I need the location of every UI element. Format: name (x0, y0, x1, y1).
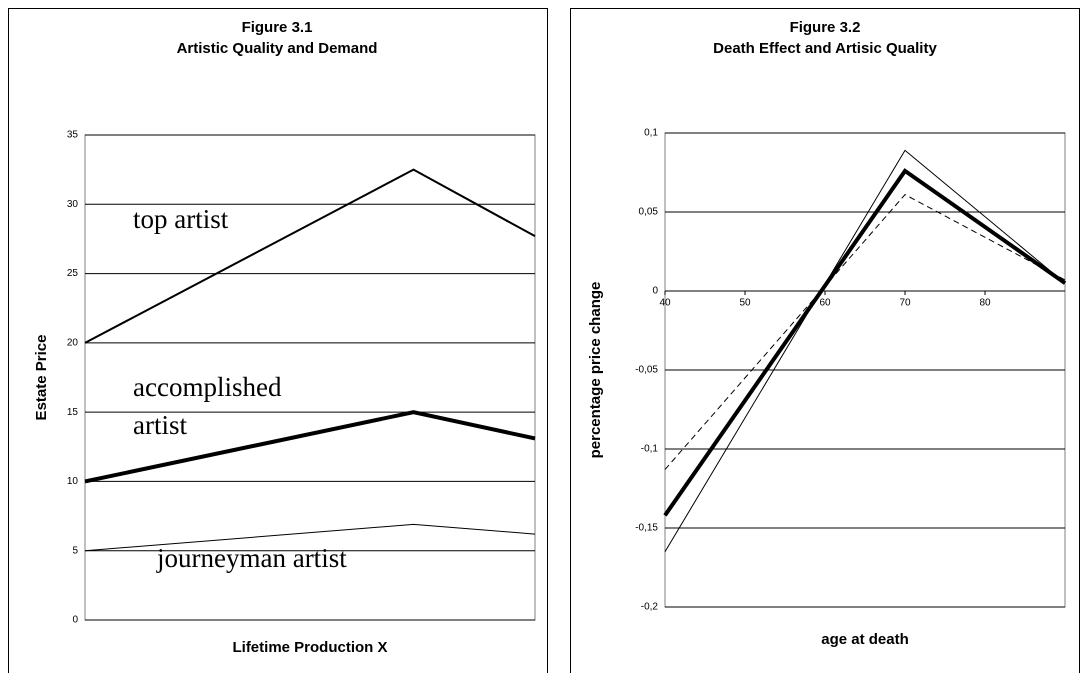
chart-title: Figure 3.1 (242, 19, 313, 36)
y-tick-label: 35 (67, 130, 79, 141)
annotation: journeyman artist (156, 543, 347, 573)
y-tick-label: -0,1 (641, 444, 659, 455)
panel-frame (8, 8, 548, 673)
x-axis-label: Lifetime Production X (232, 639, 387, 656)
chart-subtitle: Artistic Quality and Demand (177, 40, 378, 57)
chart-subtitle: Death Effect and Artisic Quality (713, 40, 937, 57)
y-tick-label: 10 (67, 476, 79, 487)
series-line (663, 168, 1067, 517)
y-tick-label: -0,05 (635, 365, 658, 376)
series-line (664, 149, 1066, 552)
x-axis-label: age at death (821, 631, 909, 648)
y-tick-label: 0 (72, 615, 78, 626)
annotation: artist (133, 410, 187, 440)
annotation: top artist (133, 204, 229, 234)
chart-title: Figure 3.2 (790, 19, 861, 36)
y-axis-label: percentage price change (587, 282, 604, 459)
x-tick-label: 60 (819, 298, 831, 309)
series-line (84, 523, 536, 552)
y-axis-label: Estate Price (33, 335, 50, 421)
y-tick-label: 30 (67, 199, 79, 210)
series-line (84, 410, 536, 484)
annotation: accomplished (133, 372, 282, 402)
y-tick-label: -0,2 (641, 602, 659, 613)
x-tick-label: 70 (899, 298, 911, 309)
x-tick-label: 80 (979, 298, 991, 309)
y-tick-label: 15 (67, 407, 79, 418)
x-tick-label: 40 (659, 298, 671, 309)
y-tick-label: 0 (652, 286, 658, 297)
panel-frame (570, 8, 1080, 673)
y-tick-label: 25 (67, 268, 79, 279)
y-tick-label: 0,1 (644, 128, 658, 139)
series-line (664, 193, 1066, 470)
y-tick-label: -0,15 (635, 523, 658, 534)
y-tick-label: 0,05 (639, 207, 659, 218)
y-tick-label: 5 (72, 545, 78, 556)
y-tick-label: 20 (67, 337, 79, 348)
series-line (84, 168, 536, 344)
x-tick-label: 50 (739, 298, 751, 309)
